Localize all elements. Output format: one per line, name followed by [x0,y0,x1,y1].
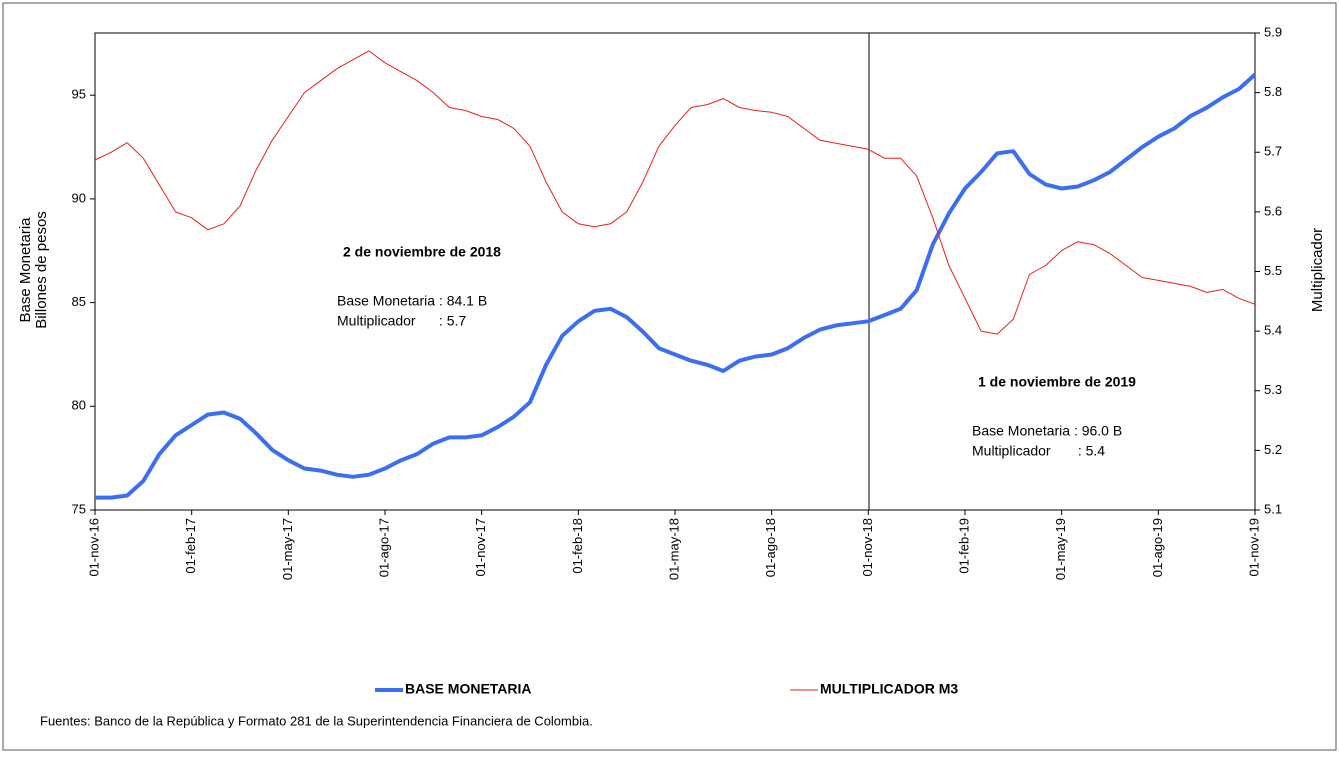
y2-tick-label: 5.1 [1264,501,1282,516]
x-tick-label: 01-ago-18 [763,518,778,577]
annotation-text: Base Monetaria : 84.1 B [337,293,487,309]
y2-axis-label: Multiplicador [1309,228,1326,312]
x-tick-label: 01-nov-19 [1246,518,1261,577]
y2-tick-label: 5.7 [1264,144,1282,159]
y-tick-label: 90 [72,190,86,205]
y2-tick-label: 5.4 [1264,323,1282,338]
x-tick-label: 01-ago-19 [1150,518,1165,577]
y2-tick-label: 5.8 [1264,84,1282,99]
y-tick-label: 95 [72,87,86,102]
y2-tick-label: 5.9 [1264,24,1282,39]
x-tick-label: 01-may-17 [280,518,295,580]
legend-label: MULTIPLICADOR M3 [820,681,958,697]
annotation-title: 1 de noviembre de 2019 [978,374,1136,390]
data-line [95,73,1257,500]
x-tick-label: 01-feb-17 [183,518,198,574]
annotation-title: 2 de noviembre de 2018 [343,244,501,260]
y2-tick-label: 5.2 [1264,442,1282,457]
legend-label: BASE MONETARIA [405,681,532,697]
x-tick-label: 01-nov-18 [860,518,875,577]
x-tick-label: 01-feb-19 [956,518,971,574]
y-axis-label: Billones de pesos [33,211,50,329]
x-tick-label: 01-nov-17 [473,518,488,577]
annotation-text: Multiplicador : 5.7 [337,313,466,329]
source-note: Fuentes: Banco de la República y Formato… [40,713,593,728]
y2-tick-label: 5.6 [1264,203,1282,218]
annotation-text: Multiplicador : 5.4 [972,443,1105,459]
x-tick-label: 01-nov-16 [86,518,101,577]
y-tick-label: 80 [72,398,86,413]
y2-tick-label: 5.5 [1264,263,1282,278]
x-tick-label: 01-may-19 [1053,518,1068,580]
x-tick-label: 01-may-18 [666,518,681,580]
y-tick-label: 75 [72,501,86,516]
annotation-text: Base Monetaria : 96.0 B [972,423,1122,439]
data-line [94,50,1256,335]
x-tick-label: 01-feb-18 [570,518,585,574]
y-axis-label: Base Monetaria [17,217,34,323]
x-tick-label: 01-ago-17 [376,518,391,577]
y-tick-label: 85 [72,294,86,309]
y2-tick-label: 5.3 [1264,382,1282,397]
